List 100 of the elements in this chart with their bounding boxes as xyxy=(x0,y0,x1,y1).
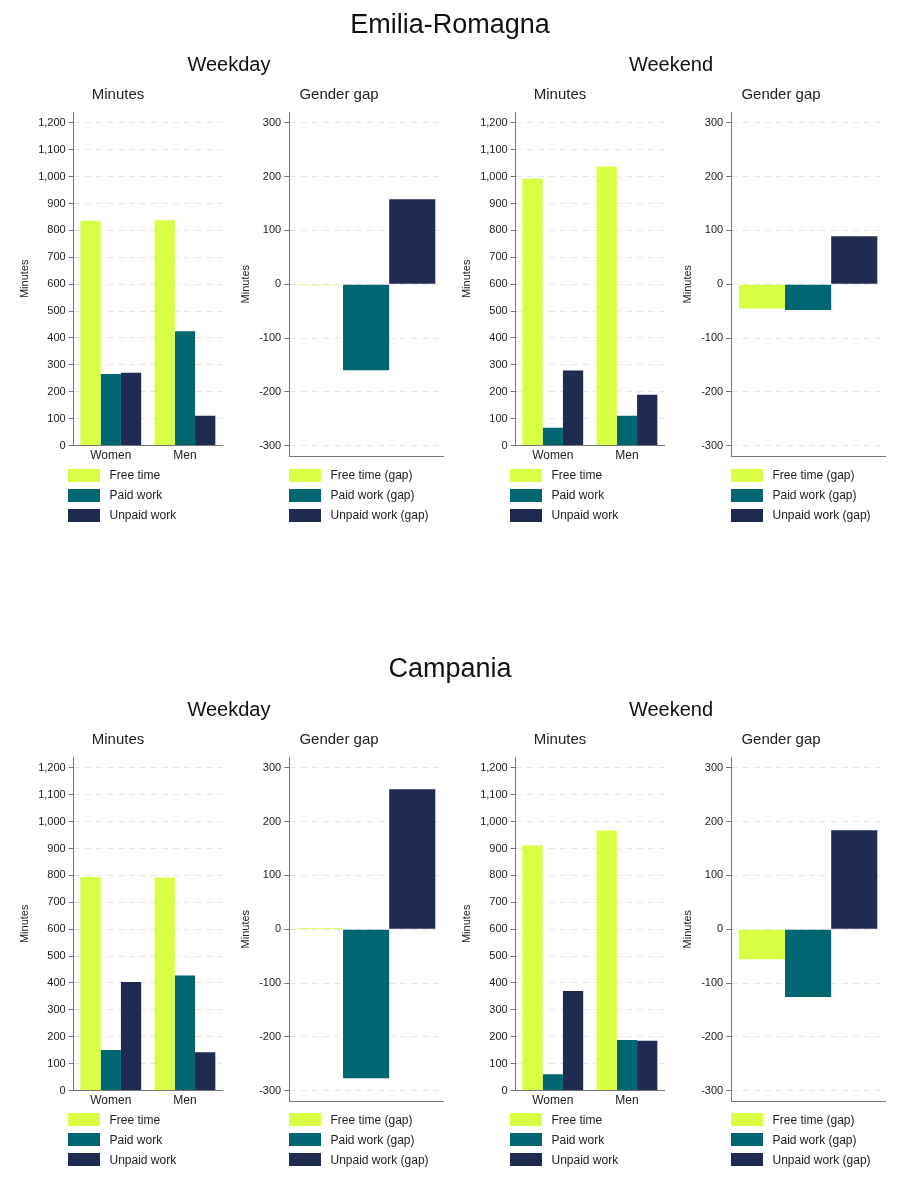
legend-label: Paid work xyxy=(551,488,605,503)
y-tick-label: 1,000 xyxy=(37,814,66,827)
legend-label: Unpaid work xyxy=(109,508,177,523)
bar xyxy=(562,370,583,446)
text: Weekday xyxy=(186,52,272,77)
y-tick-label: 200 xyxy=(488,1029,508,1042)
y-tick-label: -300 xyxy=(258,439,281,452)
bar xyxy=(521,845,543,1090)
y-tick-label: 1,200 xyxy=(37,116,66,129)
y-tick-label: 100 xyxy=(704,223,723,236)
x-tick-label: Women xyxy=(89,448,131,463)
legend-label: Paid work xyxy=(109,1132,163,1147)
legend-label: Unpaid work (gap) xyxy=(772,508,871,523)
y-tick-label: 200 xyxy=(46,385,66,398)
y-tick-label: 1,100 xyxy=(479,143,508,156)
y-tick-label: -100 xyxy=(258,975,281,988)
y-axis-title: Minutes xyxy=(459,259,472,299)
text: Emilia-Romagna xyxy=(349,8,551,41)
y-tick-label: 500 xyxy=(46,948,66,961)
y-tick-label: 600 xyxy=(488,921,508,934)
y-axis-title: Minutes xyxy=(17,903,30,943)
y-tick-label: 0 xyxy=(501,1083,508,1096)
y-tick-label: 300 xyxy=(488,358,508,371)
x-tick-label: Women xyxy=(531,448,573,463)
text: Campania xyxy=(387,652,513,685)
bar xyxy=(194,416,215,446)
x-tick-label: Men xyxy=(172,1092,197,1107)
x-tick-label: Women xyxy=(531,1092,573,1107)
y-tick-label: 600 xyxy=(46,921,66,934)
y-tick-label: 1,000 xyxy=(479,814,508,827)
y-axis-title: Minutes xyxy=(238,909,251,949)
legend-label: Paid work xyxy=(109,488,163,503)
legend-label: Unpaid work (gap) xyxy=(330,508,429,523)
bar xyxy=(120,373,141,446)
chart-title: Minutes xyxy=(91,85,144,103)
y-tick-label: -300 xyxy=(700,439,723,452)
bar xyxy=(194,1051,215,1090)
legend-label: Free time xyxy=(551,468,603,483)
y-tick-label: 1,200 xyxy=(479,760,508,773)
x-tick-label: Women xyxy=(89,1092,131,1107)
y-tick-label: 100 xyxy=(262,223,281,236)
y-tick-label: 400 xyxy=(488,975,508,988)
y-tick-label: 100 xyxy=(46,412,66,425)
y-tick-label: 400 xyxy=(46,975,66,988)
bar xyxy=(616,1039,637,1090)
chart-title: Gender gap xyxy=(298,85,379,103)
y-tick-label: 200 xyxy=(262,814,281,827)
bar xyxy=(596,167,617,446)
text: Weekend xyxy=(627,696,715,721)
bar xyxy=(542,428,563,446)
y-tick-label: 800 xyxy=(46,868,66,881)
y-tick-label: 500 xyxy=(46,304,66,317)
y-tick-label: 100 xyxy=(46,1056,66,1069)
y-tick-label: 200 xyxy=(704,814,723,827)
y-tick-label: 600 xyxy=(488,277,508,290)
x-tick-label: Men xyxy=(172,448,197,463)
y-tick-label: 300 xyxy=(46,1002,66,1015)
y-tick-label: 300 xyxy=(488,1002,508,1015)
bar xyxy=(596,830,617,1090)
y-tick-label: 800 xyxy=(488,868,508,881)
chart-title: Gender gap xyxy=(298,729,379,747)
y-tick-label: 200 xyxy=(488,385,508,398)
legend-label: Paid work xyxy=(551,1132,605,1147)
y-tick-label: 0 xyxy=(59,1083,66,1096)
y-tick-label: 0 xyxy=(501,439,508,452)
y-tick-label: 100 xyxy=(704,868,723,881)
x-tick-label: Men xyxy=(614,1092,639,1107)
y-tick-label: 0 xyxy=(274,922,281,935)
bar xyxy=(79,221,101,446)
y-tick-label: 0 xyxy=(59,439,66,452)
y-tick-label: -200 xyxy=(700,385,723,398)
y-tick-label: 700 xyxy=(488,895,508,908)
bar xyxy=(154,877,175,1090)
bar xyxy=(521,178,543,446)
y-tick-label: 200 xyxy=(262,170,281,182)
chart-title: Gender gap xyxy=(740,85,821,103)
y-tick-label: 1,000 xyxy=(479,169,508,182)
y-axis-title: Minutes xyxy=(17,259,30,299)
y-tick-label: 300 xyxy=(704,116,723,129)
y-tick-label: 1,200 xyxy=(479,116,508,129)
chart-title: Minutes xyxy=(91,729,144,747)
legend-label: Free time xyxy=(551,1112,603,1127)
y-tick-label: 1,100 xyxy=(37,787,66,800)
y-tick-label: -100 xyxy=(700,975,723,988)
y-tick-label: 100 xyxy=(262,868,281,881)
legend-label: Paid work (gap) xyxy=(330,488,415,503)
y-tick-label: 900 xyxy=(488,841,508,854)
legend-label: Unpaid work xyxy=(551,508,619,523)
y-tick-label: 100 xyxy=(488,412,508,425)
legend-label: Paid work (gap) xyxy=(330,1132,415,1147)
bar xyxy=(100,374,121,446)
y-tick-label: 300 xyxy=(262,760,281,773)
y-tick-label: 700 xyxy=(46,250,66,263)
bar xyxy=(616,416,637,446)
legend-label: Free time xyxy=(109,468,161,483)
x-tick-label: Men xyxy=(614,448,639,463)
bar xyxy=(79,876,101,1090)
y-tick-label: 700 xyxy=(46,895,66,908)
y-tick-label: 300 xyxy=(704,760,723,773)
y-tick-label: 0 xyxy=(274,277,281,290)
